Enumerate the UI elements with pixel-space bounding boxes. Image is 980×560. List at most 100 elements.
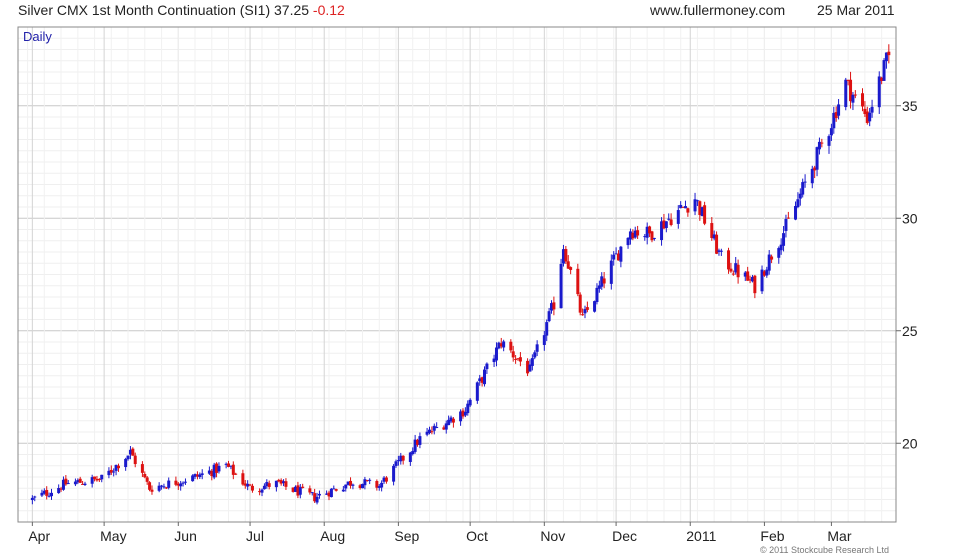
candle [30,495,34,505]
candle-body [179,483,183,487]
candle-body [430,431,434,433]
candle [332,485,336,490]
candle-body [676,210,680,224]
x-tick-label: May [100,528,126,544]
candle-body [813,167,817,171]
candle-body [729,268,733,272]
candle [719,248,723,256]
candle-body [435,426,439,428]
candle [631,229,635,241]
candle [361,483,365,489]
candle-body [667,218,671,220]
candle-body [703,205,707,224]
candle-body [267,483,271,487]
candle [868,108,872,127]
candle-body [176,483,180,486]
candle [128,446,132,460]
candle [518,352,522,367]
candle [107,467,111,479]
candle-body [93,476,97,479]
candle [817,137,821,155]
candle-body [530,358,534,366]
candle-body [64,478,68,485]
candle-body [581,314,585,316]
candle-body [851,94,855,103]
candle-body [803,181,807,183]
candle-body [478,378,482,382]
candle-body [746,271,750,281]
candle [195,471,199,480]
candle [844,77,848,111]
candle-body [736,264,740,278]
candle-body [760,269,764,292]
candle-body [358,485,362,488]
candle [851,91,855,111]
candle-body [669,219,673,226]
candle [61,476,65,491]
candle-body [133,455,137,465]
x-tick-label: Mar [827,528,851,544]
candle-body [231,464,235,475]
candle [416,438,420,447]
candle [215,462,219,478]
candle-body [215,463,219,473]
candle [116,463,120,472]
candle-body [291,487,295,492]
candle [114,464,118,476]
candle [212,462,216,480]
candle-body [296,485,300,496]
candle-body [61,479,65,490]
candle [459,409,463,426]
candle-body [246,483,250,487]
candle-body [559,263,563,309]
candle [78,476,82,483]
candle [849,71,853,109]
candle-body [334,489,338,491]
candle-body [148,482,152,490]
candle [882,58,886,81]
candle [341,485,345,492]
candle-body [411,451,415,455]
x-tick-label: Jul [246,528,264,544]
y-tick-label: 35 [902,98,918,114]
candle-body [549,303,553,311]
candle-body [494,347,498,361]
candle-body [408,452,412,462]
candle [626,237,630,249]
candle-body [784,218,788,231]
candle [636,225,640,239]
candle [475,381,479,404]
candle [815,146,819,177]
candle-body [97,479,101,481]
candle-body [753,275,757,294]
instrument-label: Silver CMX 1st Month Continuation (SI1) … [18,2,310,18]
candle [549,300,553,314]
candle [837,99,841,120]
candle [514,354,518,364]
candle-body [662,220,666,229]
candle [81,480,85,485]
candle [820,138,824,148]
candle [561,244,565,267]
candle [183,478,187,485]
candle [494,342,498,367]
candle-body [535,344,539,352]
candle-body [277,479,281,482]
candle-body [418,436,422,445]
candle-body [636,230,640,236]
candle [485,362,489,374]
candle-body [310,492,314,494]
candle [224,462,228,469]
candle [698,200,702,221]
candle-body [131,448,135,456]
site-link[interactable]: www.fullermoney.com [650,2,786,18]
candle [174,476,178,487]
candle [162,483,166,489]
candle [382,476,386,484]
candle-body [502,341,506,348]
candle-body [377,486,381,488]
candle-body [679,204,683,209]
candle [887,44,891,64]
candle-body [561,249,565,264]
candle [552,296,556,316]
